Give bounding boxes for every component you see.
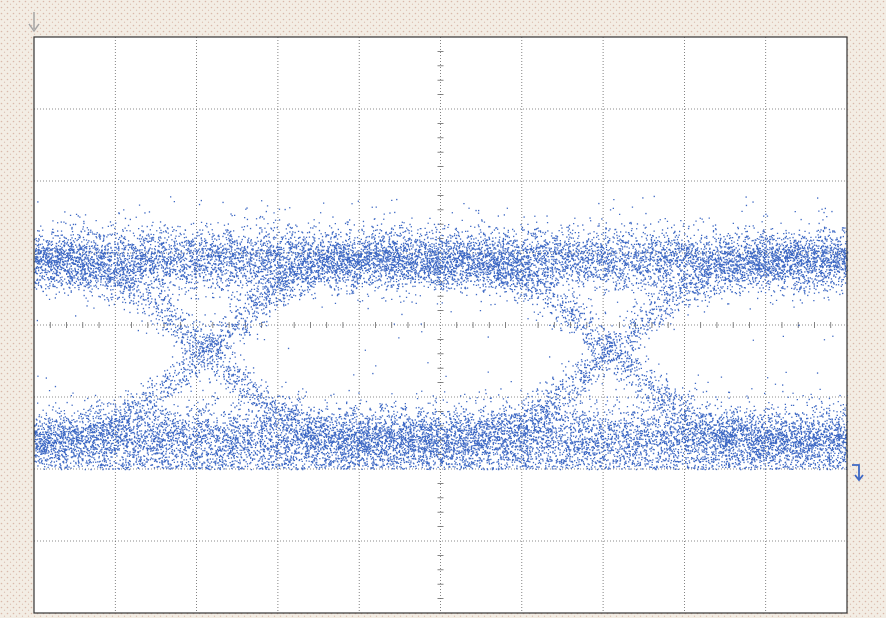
eye-diagram-samples bbox=[34, 195, 849, 471]
level-step-arrow-icon bbox=[852, 464, 864, 482]
sample-point-cloud bbox=[34, 195, 849, 471]
plot-frame bbox=[33, 36, 848, 614]
down-arrow-icon bbox=[28, 12, 40, 33]
graticule-center-ticks bbox=[49, 51, 832, 599]
